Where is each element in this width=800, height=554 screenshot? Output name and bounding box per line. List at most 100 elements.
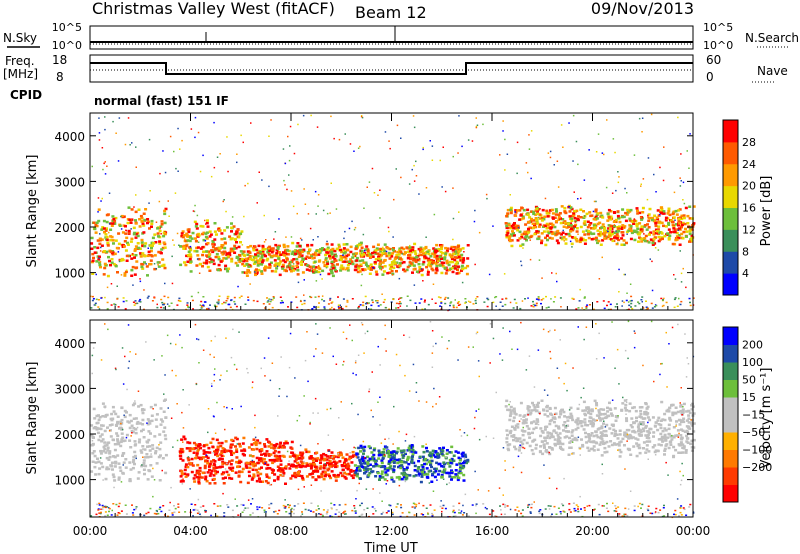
data-cell bbox=[677, 224, 680, 227]
data-cell bbox=[133, 256, 136, 259]
data-cell bbox=[326, 260, 329, 264]
data-cell bbox=[476, 296, 479, 298]
data-cell bbox=[231, 408, 233, 410]
beam-label: Beam 12 bbox=[355, 3, 427, 22]
data-cell bbox=[545, 307, 548, 309]
data-cell bbox=[313, 260, 317, 263]
data-cell bbox=[682, 216, 686, 220]
data-cell bbox=[647, 157, 650, 159]
data-cell bbox=[596, 301, 599, 303]
data-cell bbox=[674, 278, 677, 280]
data-cell bbox=[618, 225, 621, 228]
data-cell bbox=[674, 434, 678, 437]
data-cell bbox=[184, 263, 188, 267]
data-cell bbox=[304, 203, 307, 205]
data-cell bbox=[378, 478, 381, 481]
data-cell bbox=[513, 410, 516, 413]
data-cell bbox=[228, 251, 232, 255]
data-cell bbox=[512, 227, 516, 230]
data-cell bbox=[546, 434, 550, 437]
data-cell bbox=[570, 416, 574, 419]
data-cell bbox=[204, 232, 208, 235]
data-cell bbox=[330, 252, 334, 256]
data-cell bbox=[519, 401, 523, 405]
data-cell bbox=[372, 453, 376, 457]
data-cell bbox=[116, 271, 119, 274]
data-cell bbox=[361, 459, 365, 463]
data-cell bbox=[587, 236, 591, 240]
data-cell bbox=[422, 473, 426, 476]
data-cell bbox=[509, 301, 512, 304]
data-cell bbox=[548, 406, 552, 410]
data-cell bbox=[684, 451, 688, 454]
data-cell bbox=[228, 460, 232, 463]
data-cell bbox=[557, 216, 561, 219]
data-cell bbox=[366, 248, 370, 251]
data-cell bbox=[317, 270, 321, 274]
data-cell bbox=[159, 423, 163, 426]
data-cell bbox=[551, 212, 555, 215]
data-cell bbox=[645, 239, 649, 243]
data-cell bbox=[129, 144, 131, 146]
data-cell bbox=[255, 248, 259, 252]
data-cell bbox=[251, 462, 254, 466]
data-cell bbox=[156, 227, 160, 230]
data-cell bbox=[355, 469, 359, 472]
data-cell bbox=[252, 475, 256, 478]
data-cell bbox=[622, 215, 626, 219]
data-cell bbox=[266, 297, 268, 299]
data-cell bbox=[507, 223, 511, 227]
data-cell bbox=[643, 224, 647, 227]
data-cell bbox=[134, 428, 138, 431]
data-cell bbox=[262, 303, 265, 305]
data-cell bbox=[358, 243, 362, 247]
data-cell bbox=[638, 236, 641, 239]
data-cell bbox=[124, 270, 128, 274]
data-cell bbox=[556, 440, 560, 443]
data-cell bbox=[388, 257, 392, 260]
data-cell bbox=[221, 253, 225, 256]
data-cell bbox=[270, 468, 274, 471]
data-cell bbox=[234, 261, 238, 265]
data-cell bbox=[439, 296, 442, 299]
data-cell bbox=[230, 257, 234, 261]
data-cell bbox=[531, 401, 534, 405]
data-cell bbox=[239, 250, 243, 253]
data-cell bbox=[508, 239, 512, 243]
data-cell bbox=[577, 198, 579, 200]
data-cell bbox=[607, 414, 611, 418]
data-cell bbox=[635, 416, 638, 419]
data-cell bbox=[615, 233, 619, 236]
data-cell bbox=[623, 444, 626, 447]
data-cell bbox=[663, 427, 667, 430]
data-cell bbox=[213, 222, 217, 225]
data-cell bbox=[252, 299, 255, 302]
data-cell bbox=[245, 271, 248, 275]
data-cell bbox=[646, 433, 650, 437]
data-cell bbox=[373, 459, 377, 462]
data-cell bbox=[349, 456, 353, 459]
data-cell bbox=[166, 303, 169, 305]
data-cell bbox=[330, 269, 333, 272]
data-cell bbox=[485, 193, 488, 196]
data-cell bbox=[176, 232, 179, 235]
data-cell bbox=[256, 264, 260, 267]
data-cell bbox=[637, 443, 641, 447]
data-cell bbox=[447, 462, 450, 465]
data-cell bbox=[525, 418, 528, 421]
data-cell bbox=[141, 222, 145, 225]
data-cell bbox=[369, 263, 373, 266]
data-cell bbox=[100, 228, 104, 231]
data-cell bbox=[326, 461, 329, 465]
data-cell bbox=[184, 475, 188, 478]
data-cell bbox=[534, 304, 537, 307]
data-cell bbox=[384, 438, 386, 440]
data-cell bbox=[214, 255, 218, 259]
data-cell bbox=[521, 212, 524, 215]
data-cell bbox=[548, 236, 552, 240]
data-cell bbox=[415, 160, 417, 163]
data-cell bbox=[436, 259, 440, 262]
data-cell bbox=[187, 306, 190, 308]
data-cell bbox=[293, 474, 297, 477]
data-cell bbox=[195, 222, 199, 226]
